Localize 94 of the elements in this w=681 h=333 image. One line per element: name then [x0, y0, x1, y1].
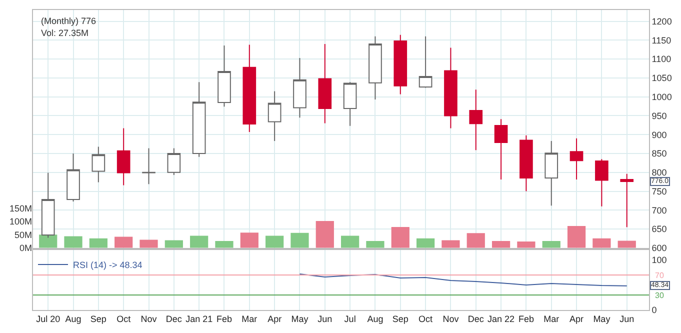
x-tick-label: May: [593, 314, 611, 324]
y-tick-label: 650: [652, 224, 667, 234]
x-tick-label: Feb: [518, 314, 534, 324]
candlestick: [343, 82, 357, 126]
x-tick-label: Mar: [544, 314, 560, 324]
x-tick-label: Jul 20: [36, 314, 60, 324]
y2-tick-label: 100M: [9, 216, 32, 227]
bar: [492, 241, 510, 248]
bar: [341, 236, 360, 248]
x-tick-label: Jul: [344, 314, 356, 324]
bar: [466, 233, 485, 248]
bar: [442, 240, 460, 248]
candlestick: [595, 158, 608, 207]
bar: [391, 227, 410, 248]
candlestick: [192, 82, 206, 158]
candlestick: [570, 138, 584, 180]
bar: [114, 236, 133, 248]
bar: [39, 234, 58, 248]
x-tick-label: Apr: [268, 314, 282, 324]
x-tick-label: Aug: [65, 314, 82, 324]
bar: [215, 241, 234, 248]
x-tick-label: Aug: [367, 314, 384, 324]
legend-label: RSI (14) -> 48.34: [73, 260, 142, 270]
candlestick: [218, 45, 231, 108]
candlestick: [92, 146, 106, 183]
candlestick: [368, 36, 382, 100]
candlestick: [41, 172, 55, 238]
bar: [517, 242, 536, 248]
bar: [64, 236, 82, 248]
bar: [266, 236, 284, 248]
y-tick-label: 1200: [652, 16, 672, 26]
y-tick-label: 1100: [652, 54, 672, 64]
x-tick-label: Jun: [318, 314, 332, 324]
text: Vol: 27.35M: [41, 28, 89, 38]
y-tick-label: 600: [652, 243, 667, 254]
y-tick-label: 1150: [652, 35, 672, 46]
x-tick-label: Jan 21: [186, 314, 213, 324]
bar: [316, 220, 334, 248]
text: (Monthly) 776: [41, 16, 96, 26]
ref-line-label: 30: [655, 291, 664, 300]
candlestick: [268, 90, 282, 142]
x-tick-label: May: [291, 314, 309, 324]
x-tick-label: Sep: [392, 314, 408, 324]
y-tick-label: 100: [652, 255, 667, 266]
x-tick-label: Mar: [242, 314, 258, 324]
y-tick-label: 950: [652, 110, 667, 121]
bar: [240, 232, 258, 248]
ref-line-label: 70: [655, 271, 664, 280]
candlestick: [620, 173, 634, 228]
x-tick-label: Jun: [620, 314, 634, 324]
candlestick: [494, 118, 508, 180]
bar: [164, 240, 183, 248]
x-tick-label: Dec: [166, 314, 182, 324]
x-tick-label: Dec: [468, 314, 484, 324]
candlestick: [167, 148, 181, 176]
y2-tick-label: 50M: [14, 230, 32, 240]
bar: [592, 238, 611, 248]
y-tick-label: 0: [652, 305, 657, 316]
candlestick: [469, 89, 483, 151]
y-tick-label: 1000: [652, 92, 672, 102]
y-tick-label: 900: [652, 130, 667, 140]
x-tick-label: Oct: [418, 314, 434, 324]
bar: [140, 240, 158, 248]
bar: [542, 241, 560, 248]
x-tick-label: Sep: [90, 314, 106, 324]
y-tick-label: 800: [652, 168, 667, 178]
y-tick-label: 750: [652, 186, 667, 196]
y-tick-label: 850: [652, 148, 667, 159]
bar: [89, 238, 108, 248]
candlestick: [66, 153, 80, 202]
x-tick-label: Nov: [442, 314, 460, 324]
y2-tick-label: 150M: [9, 203, 32, 214]
bar: [290, 232, 309, 248]
x-tick-label: Oct: [116, 314, 132, 324]
candlestick: [116, 128, 130, 186]
bar: [366, 241, 384, 248]
candlestick: [293, 57, 306, 118]
bar: [190, 236, 208, 248]
bar: [416, 238, 435, 248]
y-tick-label: 700: [652, 205, 667, 216]
x-tick-label: Feb: [216, 314, 232, 324]
candlestick: [142, 148, 156, 185]
candlestick: [544, 140, 558, 206]
candlestick: [418, 36, 432, 88]
y-tick-label: 1050: [652, 73, 672, 84]
x-tick-label: Nov: [140, 314, 158, 324]
y2-tick-label: 0M: [19, 243, 32, 254]
candlestick: [520, 134, 533, 192]
bar: [567, 226, 586, 248]
x-tick-label: Jan 22: [488, 314, 515, 324]
line-series: [299, 274, 628, 286]
bar: [618, 240, 636, 248]
x-tick-label: Apr: [570, 314, 584, 324]
candlestick: [394, 34, 408, 95]
